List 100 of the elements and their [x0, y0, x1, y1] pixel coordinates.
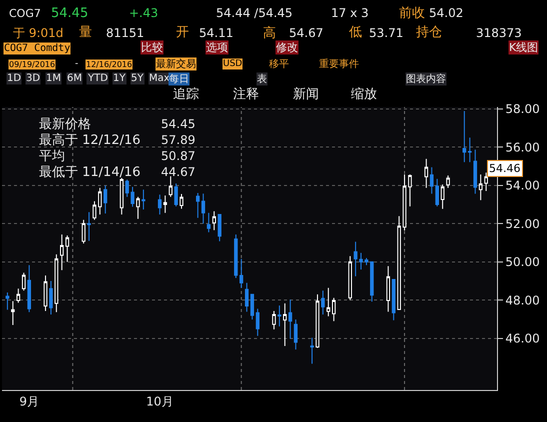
text: 修改 — [276, 41, 298, 54]
text: 1Y — [113, 73, 126, 84]
text: 81151 — [106, 26, 144, 40]
candlestick — [283, 302, 287, 347]
candlestick — [424, 158, 428, 188]
text: 注释 — [233, 87, 259, 102]
candlestick — [142, 189, 146, 210]
candlestick — [478, 174, 483, 201]
candlestick — [201, 193, 206, 224]
candlestick — [234, 234, 238, 278]
candlestick — [60, 234, 64, 271]
text: 于 9:01d — [13, 26, 64, 40]
candlestick — [16, 288, 20, 304]
candlestick — [386, 266, 390, 312]
text: 12/16/2016 — [86, 60, 132, 69]
candlestick — [446, 174, 450, 188]
candlestick — [104, 185, 108, 214]
text: 54.11 — [199, 26, 234, 40]
text: 开 — [176, 25, 189, 40]
text: 前收 — [399, 6, 425, 21]
y-tick-label: 52.00 — [505, 216, 540, 231]
annotation: 44.67 — [161, 165, 196, 179]
text: 318373 — [476, 26, 522, 40]
text: 选项 — [206, 41, 228, 54]
candlestick — [244, 282, 249, 312]
text: 5Y — [131, 73, 144, 84]
text: 54.45 — [51, 6, 88, 21]
text: 6M — [67, 73, 82, 84]
annotation: 最低于 11/14/16 — [39, 165, 141, 180]
annotation: 最高于 12/12/16 — [39, 132, 141, 148]
text: - — [75, 59, 78, 69]
candlestick — [272, 310, 276, 330]
text: 每日 — [169, 73, 189, 85]
text: 1D — [7, 73, 22, 84]
y-tick-label: 54.00 — [505, 178, 540, 193]
candlestick — [288, 299, 292, 340]
x-tick-label: 9月 — [19, 394, 40, 408]
text: 图表内容 — [406, 73, 446, 85]
text: 重要事件 — [319, 58, 359, 70]
text: 高 — [263, 25, 276, 41]
y-tick-label: 56.00 — [505, 140, 540, 154]
candlestick — [316, 294, 320, 348]
candlestick — [44, 274, 48, 312]
candlestick — [218, 214, 222, 242]
candlestick — [196, 192, 200, 218]
text: 移平 — [269, 58, 289, 70]
candlestick — [136, 196, 140, 220]
y-tick-label: 48.00 — [505, 293, 540, 308]
candlestick — [174, 182, 178, 207]
candlestick — [250, 294, 254, 320]
text: Max — [149, 73, 170, 84]
candlestick — [435, 178, 439, 207]
text: K线图 — [509, 41, 538, 54]
candlestick — [22, 272, 26, 292]
text: 量 — [79, 25, 92, 40]
candlestick — [206, 212, 211, 233]
text: 09/19/2016 — [9, 60, 56, 69]
candlestick — [27, 264, 32, 313]
candlestick — [240, 258, 244, 288]
annotation: 平均 — [39, 149, 65, 164]
candlestick — [430, 166, 434, 194]
candlestick — [462, 110, 466, 163]
y-tick-label: 50.00 — [505, 255, 540, 270]
candlestick — [6, 292, 10, 310]
text: 新闻 — [293, 87, 319, 102]
text: 54.44 /54.45 — [216, 6, 293, 20]
candlestick — [180, 194, 184, 210]
text: 追踪 — [173, 87, 199, 102]
candlestick — [440, 184, 444, 210]
candlestick — [348, 256, 352, 301]
candlestick — [332, 297, 336, 322]
text: 53.71 — [369, 26, 404, 40]
candlestick — [326, 287, 330, 317]
candlestick — [310, 337, 314, 364]
candlestick — [82, 219, 86, 244]
candlestick — [473, 149, 478, 194]
candlestick — [278, 304, 282, 327]
y-tick-label: 46.00 — [505, 332, 540, 346]
candlestick — [168, 176, 172, 198]
chart-title: COG7 Comdty — [4, 43, 70, 54]
candlestick — [256, 308, 260, 336]
candlestick — [49, 280, 53, 315]
x-tick-label: 10月 — [146, 394, 174, 408]
text: 54.02 — [429, 6, 464, 20]
candlestick — [54, 254, 58, 313]
text: USD — [223, 59, 242, 69]
candlestick — [392, 278, 396, 321]
annotation: 54.46 — [489, 162, 520, 175]
text: 最新交易 — [156, 58, 196, 70]
text: 比较 — [141, 41, 163, 54]
annotation: 57.89 — [161, 133, 196, 147]
annotation: 最新价格 — [39, 117, 91, 132]
candlestick — [120, 177, 124, 215]
text: 54.67 — [289, 26, 324, 40]
text: COG7 — [9, 7, 41, 20]
text: 表 — [257, 73, 267, 85]
text: 17 x 3 — [331, 6, 369, 20]
text: 缩放 — [351, 87, 377, 102]
candlestick — [212, 210, 216, 231]
text: 1M — [46, 73, 61, 84]
